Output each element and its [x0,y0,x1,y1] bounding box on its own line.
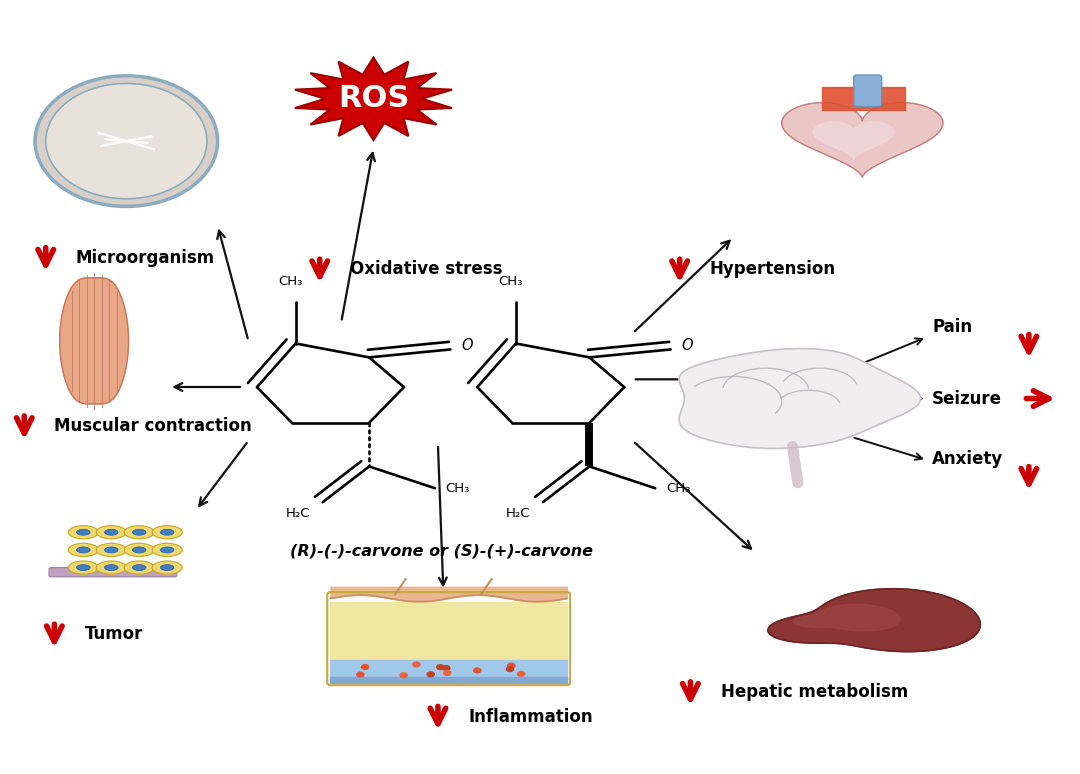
Circle shape [427,671,435,677]
Text: CH₃: CH₃ [279,275,302,288]
Text: H₂C: H₂C [285,507,310,519]
Polygon shape [295,57,453,140]
FancyBboxPatch shape [49,567,177,577]
Circle shape [505,666,514,672]
Ellipse shape [161,529,174,535]
Ellipse shape [96,526,126,539]
Text: CH₃: CH₃ [666,481,690,495]
Circle shape [508,663,516,669]
Text: Oxidative stress: Oxidative stress [350,260,502,279]
Text: Tumor: Tumor [84,625,143,643]
Ellipse shape [77,564,90,570]
Text: Muscular contraction: Muscular contraction [54,417,252,435]
Ellipse shape [152,561,183,574]
Ellipse shape [96,561,126,574]
Text: CH₃: CH₃ [446,481,470,495]
Polygon shape [768,589,981,652]
Ellipse shape [124,561,154,574]
Ellipse shape [124,526,154,539]
Ellipse shape [133,529,146,535]
Text: (R)-(-)-carvone or (S)-(+)-carvone: (R)-(-)-carvone or (S)-(+)-carvone [289,544,593,559]
Circle shape [35,76,218,207]
FancyBboxPatch shape [853,75,881,107]
Ellipse shape [161,547,174,553]
Polygon shape [782,103,943,177]
Circle shape [436,664,445,670]
Text: O: O [461,338,473,353]
Ellipse shape [161,564,174,570]
Ellipse shape [77,547,90,553]
Text: O: O [681,338,693,353]
Ellipse shape [68,526,98,539]
Circle shape [442,665,450,671]
Ellipse shape [152,526,183,539]
Ellipse shape [133,564,146,570]
Polygon shape [59,278,129,404]
Ellipse shape [133,547,146,553]
Text: Inflammation: Inflammation [468,707,593,726]
Ellipse shape [105,547,118,553]
Ellipse shape [96,543,126,557]
Circle shape [413,661,420,667]
Ellipse shape [105,564,118,570]
Text: Pain: Pain [932,318,972,336]
Polygon shape [794,604,900,631]
Text: H₂C: H₂C [505,507,530,519]
Ellipse shape [77,529,90,535]
Text: ROS: ROS [338,84,409,113]
Text: Hypertension: Hypertension [710,260,836,279]
Ellipse shape [124,543,154,557]
Circle shape [356,672,365,678]
Polygon shape [813,122,894,159]
Text: Hepatic metabolism: Hepatic metabolism [720,683,908,701]
Text: Anxiety: Anxiety [932,450,1003,468]
Circle shape [443,670,451,676]
Text: Microorganism: Microorganism [76,249,215,267]
Circle shape [361,664,369,670]
Circle shape [517,671,526,677]
Text: Seizure: Seizure [932,389,1002,408]
Polygon shape [679,348,920,448]
Ellipse shape [68,561,98,574]
Circle shape [473,667,482,673]
Ellipse shape [68,543,98,557]
Ellipse shape [152,543,183,557]
Text: CH₃: CH₃ [498,275,523,288]
Circle shape [45,84,207,199]
Circle shape [400,672,408,678]
Ellipse shape [105,529,118,535]
